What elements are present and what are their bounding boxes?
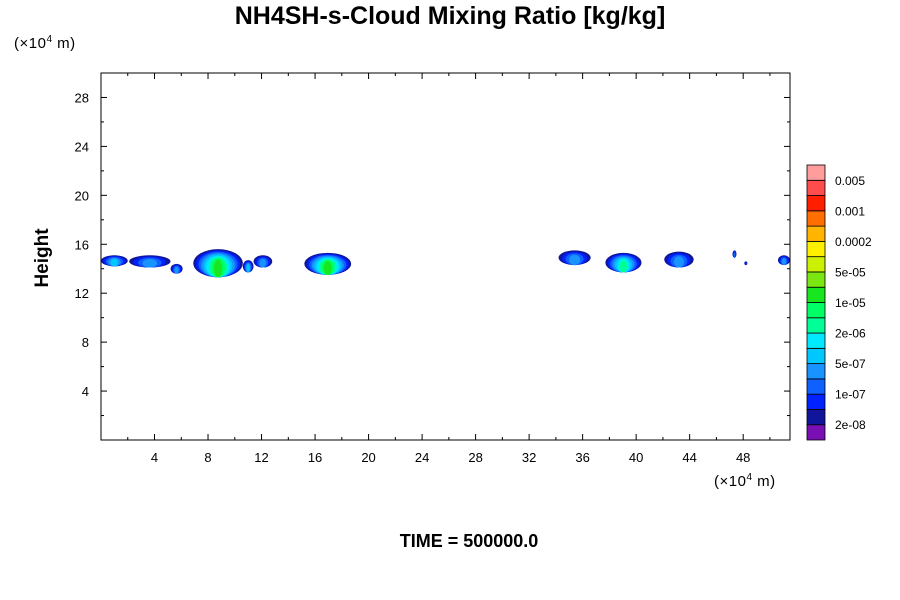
- cloud-region: [732, 250, 737, 258]
- cloud-contour: [781, 258, 787, 266]
- y-tick-label: 28: [75, 90, 89, 105]
- y-tick-label: 16: [75, 237, 89, 252]
- cloud-region: [242, 260, 254, 273]
- cloud-contour: [323, 261, 332, 275]
- colorbar-swatch: [806, 225, 826, 242]
- y-tick-label: 8: [82, 335, 89, 350]
- cloud-contour: [259, 258, 267, 268]
- cloud-region: [170, 263, 183, 274]
- y-tick-label: 4: [82, 384, 89, 399]
- x-tick-label: 16: [308, 450, 322, 465]
- colorbar-swatch: [806, 179, 826, 196]
- cloud-region: [193, 249, 243, 278]
- colorbar-swatch: [806, 363, 826, 380]
- cloud-region: [664, 251, 694, 268]
- x-tick-label: 48: [736, 450, 750, 465]
- colorbar-swatch: [806, 332, 826, 349]
- colorbar-swatch: [806, 378, 826, 395]
- colorbar-swatch: [806, 302, 826, 319]
- colorbar-swatch: [806, 393, 826, 410]
- colorbar-swatch: [806, 195, 826, 212]
- colorbar-swatch: [806, 240, 826, 258]
- cloud-contour: [246, 264, 250, 273]
- colorbar-swatch: [806, 409, 826, 426]
- x-tick-label: 8: [204, 450, 211, 465]
- cloud-contour: [569, 254, 581, 266]
- cloud-region: [744, 261, 748, 266]
- x-tick-label: 44: [682, 450, 696, 465]
- colorbar: 2e-08 1e-07 5e-07 2e-06 1e-05 5e-05 0.0002 0.00…: [806, 164, 872, 441]
- x-tick-label: 20: [361, 450, 375, 465]
- colorbar-swatch: [806, 256, 826, 273]
- cloud-contour: [744, 262, 747, 266]
- chart-title: NH4SH-s-Cloud Mixing Ratio [kg/kg]: [234, 2, 666, 30]
- colorbar-swatch: [806, 317, 826, 334]
- y-tick-label: 12: [75, 286, 89, 301]
- x-tick-label: 40: [629, 450, 643, 465]
- cloud-contour: [213, 259, 223, 278]
- x-tick-label: 36: [575, 450, 589, 465]
- cloud-contour: [110, 258, 119, 267]
- cloud-regions: [101, 249, 790, 278]
- colorbar-label: 0.005: [835, 174, 865, 188]
- y-tick-label: 24: [75, 139, 89, 154]
- cloud-region: [558, 250, 591, 266]
- time-label: TIME = 500000.0: [399, 531, 539, 551]
- colorbar-label: 1e-07: [835, 388, 866, 402]
- colorbar-swatch: [806, 286, 826, 303]
- colorbar-label: 5e-05: [835, 265, 866, 279]
- colorbar-swatch: [806, 424, 826, 441]
- colorbar-label: 2e-06: [835, 327, 866, 341]
- cloud-contour: [619, 259, 628, 273]
- colorbar-swatch: [806, 271, 826, 288]
- x-axis-unit: (×104 m): [714, 472, 776, 490]
- cloud-region: [304, 252, 352, 275]
- colorbar-label: 0.0002: [835, 235, 872, 249]
- cloud-contour: [673, 256, 685, 268]
- y-axis-unit: (×104 m): [14, 34, 76, 52]
- colorbar-label: 1e-05: [835, 296, 866, 310]
- x-tick-label: 32: [522, 450, 536, 465]
- x-tick-label: 4: [151, 450, 158, 465]
- cloud-contour: [174, 266, 179, 274]
- plot-area: [100, 72, 791, 441]
- colorbar-swatch: [806, 347, 826, 365]
- cloud-contour: [142, 258, 158, 268]
- colorbar-label: 2e-08: [835, 418, 866, 432]
- colorbar-label: 5e-07: [835, 357, 866, 371]
- x-tick-label: 28: [468, 450, 482, 465]
- cloud-contour: [733, 252, 736, 258]
- cloud-region: [253, 255, 273, 268]
- cloud-region: [605, 252, 642, 273]
- cloud-region: [777, 255, 790, 266]
- x-tick-label: 24: [415, 450, 429, 465]
- cloud-region: [129, 255, 171, 268]
- x-tick-label: 12: [254, 450, 268, 465]
- colorbar-label: 0.001: [835, 204, 865, 218]
- colorbar-swatch: [806, 164, 826, 181]
- y-tick-label: 20: [75, 188, 89, 203]
- cloud-region: [101, 255, 128, 267]
- colorbar-swatch: [806, 210, 826, 227]
